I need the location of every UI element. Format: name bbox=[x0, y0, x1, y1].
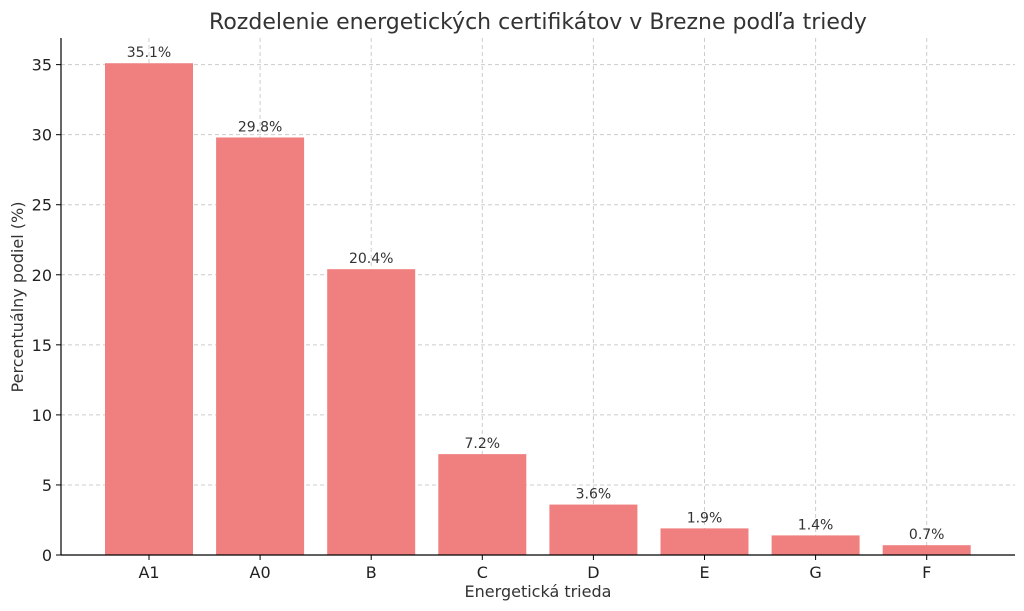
x-tick-label: G bbox=[809, 563, 821, 582]
y-tick-label: 0 bbox=[42, 546, 52, 565]
bar-b bbox=[327, 269, 416, 555]
x-tick-label: C bbox=[477, 563, 488, 582]
data-label: 7.2% bbox=[465, 436, 501, 452]
bars bbox=[105, 63, 971, 555]
data-label: 35.1% bbox=[127, 45, 171, 61]
bar-a1 bbox=[105, 63, 193, 555]
y-tick-label: 15 bbox=[32, 336, 52, 355]
x-axis-label: Energetická trieda bbox=[465, 582, 612, 601]
data-label: 20.4% bbox=[349, 251, 393, 267]
axes bbox=[60, 38, 1015, 556]
y-tick-label: 25 bbox=[32, 196, 52, 215]
x-tick-label: B bbox=[366, 563, 377, 582]
bar-g bbox=[771, 535, 860, 555]
x-tick-label: A1 bbox=[138, 563, 159, 582]
data-label: 1.4% bbox=[798, 517, 834, 533]
y-tick-label: 30 bbox=[32, 126, 52, 145]
bar-a0 bbox=[216, 137, 305, 555]
y-axis-label: Percentuálny podiel (%) bbox=[8, 202, 27, 393]
data-label: 1.9% bbox=[687, 510, 723, 526]
data-label: 29.8% bbox=[238, 119, 282, 135]
data-label: 3.6% bbox=[576, 487, 612, 503]
data-label: 0.7% bbox=[909, 527, 945, 543]
chart-title: Rozdelenie energetických certifikátov v … bbox=[209, 10, 867, 35]
ticks: 0 5 10 15 20 25 30 35 A1 A0 B C D E G F bbox=[32, 56, 932, 582]
bar-e bbox=[660, 528, 749, 555]
bar-d bbox=[549, 504, 638, 555]
y-tick-label: 35 bbox=[32, 56, 52, 75]
data-labels: 35.1% 29.8% 20.4% 7.2% 3.6% 1.9% 1.4% 0.7% bbox=[127, 45, 945, 543]
x-tick-label: D bbox=[587, 563, 599, 582]
bar-c bbox=[438, 454, 527, 555]
x-tick-label: E bbox=[699, 563, 709, 582]
x-tick-label: F bbox=[922, 563, 931, 582]
bar-f bbox=[882, 545, 971, 555]
y-tick-label: 10 bbox=[32, 406, 52, 425]
x-tick-label: A0 bbox=[250, 563, 271, 582]
grid-lines bbox=[61, 38, 1015, 556]
y-tick-label: 20 bbox=[32, 266, 52, 285]
y-tick-label: 5 bbox=[42, 476, 52, 495]
